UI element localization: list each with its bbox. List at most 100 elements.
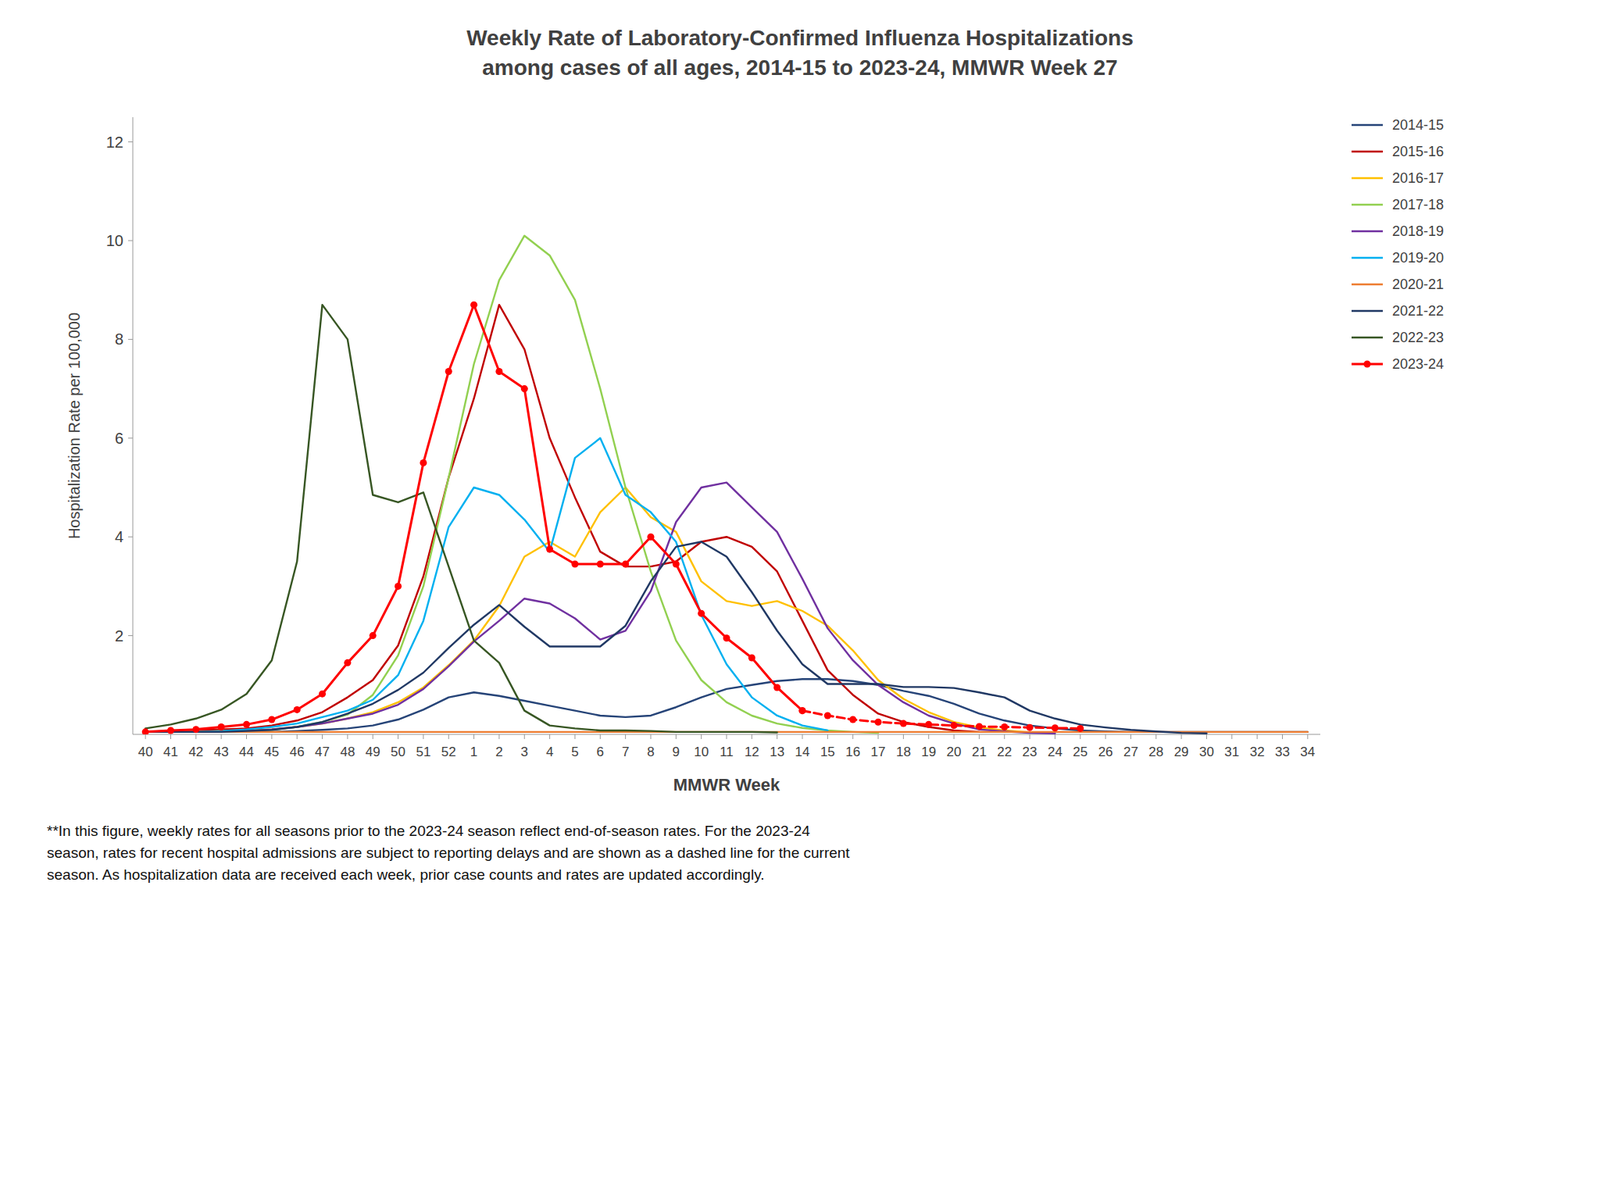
y-tick-label: 8: [114, 330, 124, 348]
x-tick: [751, 734, 753, 740]
y-tick: [128, 240, 133, 242]
y-tick: [128, 339, 133, 340]
series-marker: [394, 582, 402, 590]
x-tick-label: 20: [946, 744, 962, 760]
series-marker: [824, 711, 832, 719]
series-line: [145, 304, 979, 733]
x-tick-label: 40: [138, 744, 154, 760]
x-tick-label: 19: [921, 744, 936, 760]
y-tick-label: 6: [114, 429, 124, 447]
x-tick: [246, 734, 247, 740]
x-tick: [1282, 734, 1283, 740]
x-tick: [776, 734, 778, 740]
x-tick: [903, 734, 904, 740]
axes: 2468101240414243444546474849505152123456…: [106, 117, 1321, 760]
series-line: [145, 304, 803, 733]
x-tick-label: 49: [365, 744, 381, 760]
legend-label: 2020-21: [1392, 276, 1444, 293]
footnote-line: season. As hospitalization data are rece…: [46, 866, 765, 883]
series-marker: [950, 721, 958, 729]
x-tick-label: 13: [769, 744, 785, 760]
series-marker: [1000, 723, 1008, 731]
subtitle: among cases of all ages, 2014-15 to 2023…: [482, 55, 1118, 80]
series-marker: [697, 610, 705, 618]
legend-swatch: [1351, 336, 1383, 339]
x-tick-label: 18: [896, 744, 911, 760]
x-tick-label: 4: [546, 744, 554, 760]
series-marker: [470, 301, 478, 309]
series-marker: [748, 654, 756, 662]
series-marker: [343, 659, 351, 667]
x-tick-label: 16: [845, 744, 861, 760]
series-line: [145, 487, 1030, 733]
legend-swatch: [1351, 150, 1383, 153]
x-tick: [650, 734, 651, 740]
x-tick: [448, 734, 450, 740]
x-tick: [1257, 734, 1258, 740]
x-tick-label: 33: [1275, 744, 1290, 760]
y-tick-label: 4: [114, 528, 124, 546]
legend: 2014-152015-162016-172017-182018-192019-…: [1351, 117, 1444, 372]
y-tick-label: 2: [114, 627, 124, 645]
series-marker: [975, 722, 983, 730]
series-marker: [646, 533, 654, 541]
legend-label: 2016-17: [1392, 170, 1444, 186]
y-tick-label: 12: [106, 133, 124, 151]
x-tick-label: 2: [495, 744, 503, 760]
x-tick-label: 17: [871, 744, 886, 760]
x-tick-label: 12: [744, 744, 760, 760]
x-tick: [1029, 734, 1031, 740]
legend-label: 2022-23: [1392, 329, 1444, 346]
chart: Weekly Rate of Laboratory-Confirmed Infl…: [0, 0, 1600, 1200]
x-tick: [1181, 734, 1183, 740]
x-axis-label: MMWR Week: [673, 775, 781, 795]
x-tick: [346, 734, 348, 740]
x-tick: [321, 734, 323, 740]
x-tick-label: 31: [1224, 744, 1240, 760]
x-tick-label: 1: [470, 744, 478, 760]
series-line: [145, 482, 1055, 734]
series-marker: [1076, 725, 1084, 733]
x-tick-label: 43: [214, 744, 229, 760]
x-tick: [1054, 734, 1056, 740]
x-tick-label: 11: [719, 744, 734, 760]
x-tick-label: 15: [820, 744, 836, 760]
series-marker: [596, 560, 604, 568]
x-tick: [524, 734, 525, 740]
series-marker: [799, 707, 807, 715]
x-tick-label: 21: [971, 744, 987, 760]
x-tick-label: 25: [1072, 744, 1088, 760]
series-marker: [242, 721, 250, 729]
series-line: [145, 438, 828, 733]
x-tick-label: 22: [996, 744, 1012, 760]
x-tick-label: 8: [646, 744, 654, 760]
x-tick: [271, 734, 272, 740]
legend-swatch: [1351, 230, 1383, 233]
series-marker: [217, 723, 225, 731]
legend-swatch: [1351, 177, 1383, 179]
legend-label: 2023-24: [1392, 356, 1444, 372]
series-marker: [571, 560, 579, 568]
series-marker: [495, 367, 503, 375]
series: [145, 482, 1055, 734]
x-tick: [221, 734, 222, 740]
x-tick-label: 42: [188, 744, 204, 760]
x-tick: [700, 734, 702, 740]
x-tick-label: 29: [1174, 744, 1190, 760]
y-tick-label: 10: [106, 232, 124, 250]
series: [145, 235, 879, 733]
legend-marker: [1364, 360, 1372, 368]
series-marker: [875, 718, 883, 726]
series-marker: [369, 632, 377, 640]
x-tick: [498, 734, 500, 740]
legend-label: 2015-16: [1392, 143, 1444, 160]
series: [142, 301, 807, 735]
series-marker: [799, 707, 807, 715]
x-tick-label: 50: [390, 744, 406, 760]
legend-swatch: [1351, 203, 1383, 206]
x-tick: [473, 734, 475, 740]
series-marker: [267, 716, 275, 724]
series-line: [802, 710, 1081, 729]
x-tick: [1307, 734, 1308, 740]
series-marker: [521, 385, 529, 393]
